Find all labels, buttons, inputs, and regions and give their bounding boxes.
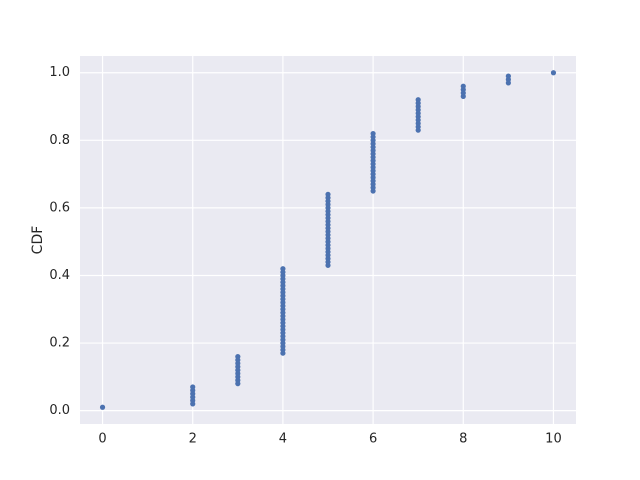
x-tick-label: 10 — [545, 432, 562, 447]
point — [415, 97, 421, 103]
point — [99, 404, 106, 410]
x-tick-label: 8 — [459, 432, 467, 447]
point — [280, 266, 286, 272]
y-axis-label: CDF — [30, 226, 46, 255]
point — [550, 70, 557, 76]
y-tick-label: 0.6 — [49, 200, 70, 215]
y-tick-label: 1.0 — [49, 65, 70, 80]
y-tick-label: 0.8 — [49, 133, 70, 148]
point — [505, 73, 511, 79]
y-tick-label: 0.0 — [49, 403, 70, 418]
y-tick-label: 0.2 — [49, 336, 70, 351]
point — [190, 384, 196, 390]
point — [235, 353, 241, 360]
point — [370, 130, 376, 137]
x-tick-label: 6 — [369, 432, 377, 447]
x-tick-label: 4 — [279, 432, 287, 447]
y-tick-label: 0.4 — [49, 268, 70, 283]
x-tick-label: 0 — [98, 432, 106, 447]
point — [460, 83, 466, 89]
point — [325, 191, 331, 197]
x-tick-label: 2 — [189, 432, 197, 447]
